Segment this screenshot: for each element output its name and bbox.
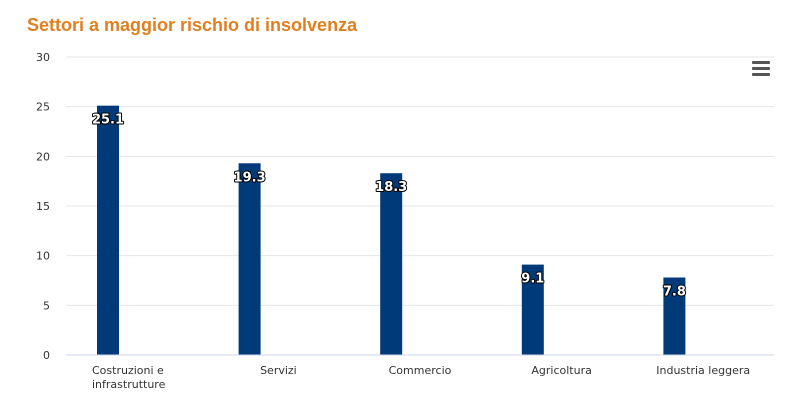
data-label: 18.3: [375, 180, 407, 195]
y-tick-label: 5: [43, 299, 50, 312]
x-category-label: Costruzioni e infrastrutture: [92, 364, 166, 391]
x-category-label: Commercio: [389, 364, 452, 377]
y-tick-label: 25: [36, 101, 50, 114]
gridlines: [66, 56, 774, 306]
x-category-line: Industria leggera: [656, 364, 750, 377]
y-tick-label: 15: [36, 200, 50, 213]
menu-bar-icon: [752, 73, 770, 76]
bar[interactable]: [238, 163, 261, 355]
y-axis-ticks: 0 5 10 15 20 25 30: [36, 51, 50, 362]
menu-bar-icon: [752, 67, 770, 70]
bars: [97, 105, 686, 355]
x-category-line: Costruzioni e: [92, 364, 164, 377]
bar[interactable]: [97, 105, 119, 355]
chart-title: Settori a maggior rischio di insolvenza: [27, 15, 358, 35]
data-labels: 25.1 19.3 18.3 9.1 7.8: [91, 112, 687, 301]
y-tick-label: 20: [36, 150, 50, 163]
y-tick-label: 30: [36, 51, 50, 64]
x-category-line: infrastrutture: [92, 378, 166, 391]
x-category-label: Industria leggera: [656, 364, 750, 377]
y-tick-label: 10: [36, 250, 50, 263]
data-label: 25.1: [92, 113, 124, 128]
bar[interactable]: [663, 277, 686, 355]
x-axis-categories: Costruzioni e infrastrutture Servizi Commer…: [92, 364, 750, 391]
data-label: 19.3: [234, 170, 266, 185]
hamburger-menu-icon[interactable]: [752, 61, 770, 76]
bar[interactable]: [380, 173, 403, 355]
menu-bar-icon: [752, 61, 770, 64]
data-label: 7.8: [663, 285, 686, 300]
y-tick-label: 0: [43, 349, 50, 362]
bar[interactable]: [521, 264, 544, 355]
x-category-label: Servizi: [260, 364, 297, 377]
x-category-line: Agricoltura: [531, 364, 591, 377]
x-category-line: Servizi: [260, 364, 297, 377]
x-category-line: Commercio: [389, 364, 452, 377]
x-category-label: Agricoltura: [531, 364, 591, 377]
data-label: 9.1: [521, 272, 544, 287]
